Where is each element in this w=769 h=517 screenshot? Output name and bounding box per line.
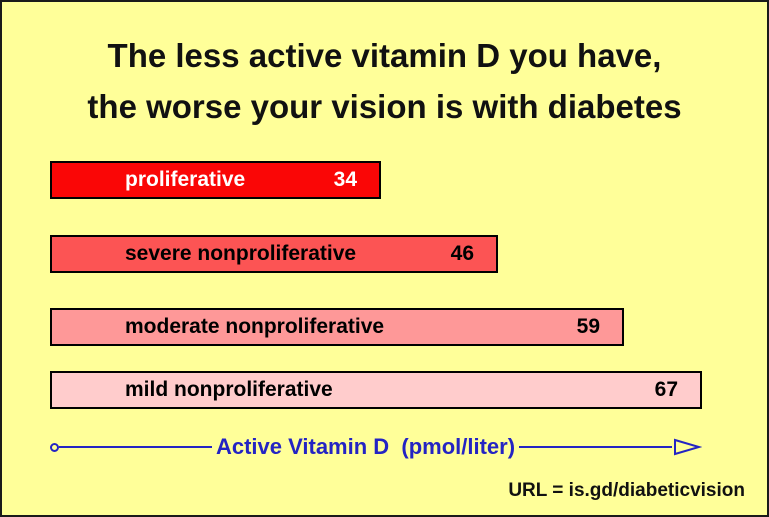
- x-axis-label: Active Vitamin D (pmol/liter): [215, 434, 516, 459]
- bar-category-label: mild nonproliferative: [125, 378, 333, 401]
- chart-title-line-2: the worse your vision is with diabetes: [87, 88, 682, 125]
- bar-value-label: 46: [450, 242, 474, 265]
- bar-value-label: 34: [333, 168, 357, 191]
- bar-mild-nonproliferative: mild nonproliferative 67: [50, 371, 702, 409]
- bar-severe-nonproliferative: severe nonproliferative 46: [50, 235, 498, 273]
- axis-arrowhead-icon: [674, 438, 703, 456]
- bar-category-label: proliferative: [125, 168, 246, 191]
- bar-category-label: moderate nonproliferative: [125, 315, 385, 338]
- x-axis: Active Vitamin D (pmol/liter): [50, 434, 703, 460]
- bar-moderate-nonproliferative: moderate nonproliferative 59: [50, 308, 624, 346]
- chart-title-line-1: The less active vitamin D you have,: [107, 37, 662, 74]
- footer-url-text: URL = is.gd/diabeticvision: [508, 480, 745, 501]
- chart-title: The less active vitamin D you have, the …: [2, 30, 767, 132]
- axis-line-right: [519, 446, 673, 448]
- axis-line-left: [59, 446, 212, 448]
- bar-proliferative: proliferative 34: [50, 161, 381, 199]
- bar-value-label: 59: [576, 315, 600, 338]
- axis-origin-circle-icon: [50, 442, 59, 452]
- bar-value-label: 67: [654, 378, 678, 401]
- bar-category-label: severe nonproliferative: [125, 242, 357, 265]
